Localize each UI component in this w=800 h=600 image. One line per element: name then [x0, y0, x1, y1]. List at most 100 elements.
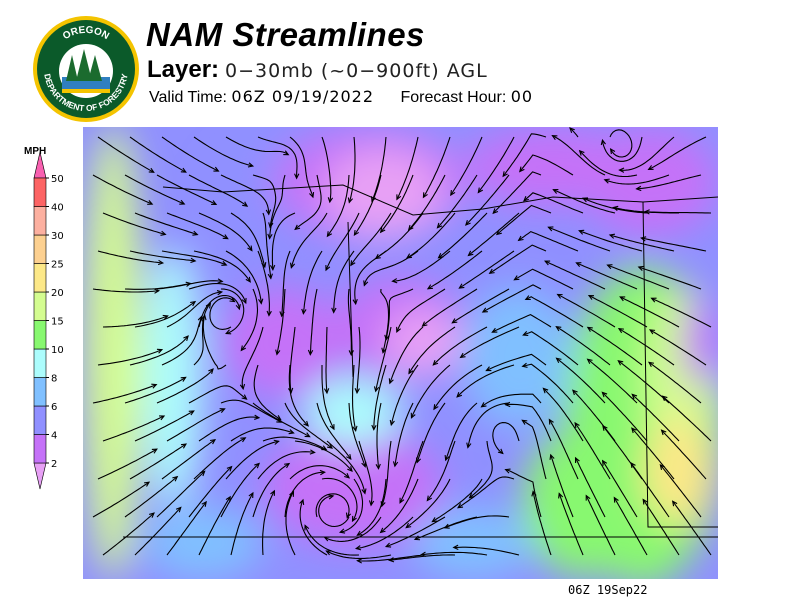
streamline	[522, 363, 574, 404]
streamline-arrowhead	[180, 443, 188, 449]
streamline-arrowhead	[325, 265, 331, 272]
streamline	[405, 478, 451, 529]
streamline-arrowhead	[265, 209, 272, 216]
streamline-arrowhead	[548, 418, 554, 425]
streamline	[636, 174, 702, 190]
streamline-arrowhead	[524, 295, 531, 301]
streamline-arrowhead	[384, 334, 390, 341]
streamline	[124, 174, 185, 205]
streamline-arrowhead	[419, 551, 427, 557]
legend-swatch	[33, 234, 47, 264]
streamline-arrowhead	[345, 512, 352, 519]
streamline	[289, 136, 314, 198]
streamline-arrowhead	[211, 200, 218, 205]
legend-swatch	[33, 177, 47, 207]
streamline	[289, 465, 350, 480]
streamline	[257, 136, 298, 179]
streamline-arrowhead	[648, 329, 656, 335]
streamline	[321, 365, 335, 430]
streamline-arrowhead	[192, 230, 199, 236]
streamline	[467, 402, 510, 448]
streamline-arrowhead	[517, 235, 524, 242]
streamline-arrowhead	[451, 318, 458, 324]
streamline	[416, 402, 446, 463]
streamline-arrowhead	[426, 284, 433, 290]
streamline	[644, 211, 712, 214]
streamline-arrowhead	[148, 167, 155, 173]
streamline	[102, 212, 166, 235]
streamline	[156, 368, 214, 404]
streamline	[225, 136, 289, 156]
streamline	[202, 315, 227, 370]
streamline-arrowhead	[347, 197, 353, 204]
streamline	[240, 288, 259, 351]
streamline-arrowhead	[247, 245, 253, 252]
streamline	[333, 250, 355, 313]
speed-region	[93, 127, 138, 427]
streamline	[587, 358, 638, 404]
streamline-arrowhead	[241, 297, 247, 305]
streamline	[92, 481, 150, 518]
streamline-arrowhead	[289, 490, 295, 497]
streamline-arrowhead	[381, 347, 387, 354]
streamline-arrowhead	[581, 197, 589, 203]
streamline	[129, 443, 187, 480]
streamline	[406, 212, 456, 259]
streamline	[326, 440, 366, 494]
streamline	[220, 463, 260, 518]
streamline	[433, 364, 483, 410]
streamline	[241, 326, 264, 390]
legend-arrow-bottom	[33, 462, 47, 490]
streamline	[161, 136, 219, 172]
streamline-arrowhead	[208, 368, 214, 374]
streamline	[373, 364, 387, 430]
streamline	[451, 288, 510, 324]
streamline	[193, 136, 254, 167]
streamline-arrowhead	[464, 219, 471, 226]
streamline-arrowhead	[149, 512, 155, 518]
streamline	[618, 328, 675, 366]
streamline	[422, 136, 451, 198]
streamline	[672, 500, 712, 556]
legend-label: 2	[51, 459, 57, 470]
streamline	[556, 357, 606, 404]
legend-label: 4	[51, 431, 57, 442]
streamline-arrowhead	[407, 224, 414, 231]
streamline	[651, 297, 712, 328]
streamline	[638, 266, 702, 290]
legend-swatch	[33, 405, 47, 435]
streamline-arrowhead	[354, 545, 362, 551]
streamline-arrowhead	[671, 500, 678, 507]
streamline	[468, 212, 520, 256]
streamline	[619, 136, 675, 171]
valid-stamp: 06Z 19Sep22	[568, 583, 648, 597]
streamline-arrowhead	[284, 462, 291, 469]
streamline-arrowhead	[338, 528, 346, 534]
streamline-arrowhead	[384, 542, 392, 548]
streamline-arrowhead	[391, 278, 398, 284]
streamline-arrowhead	[188, 410, 195, 416]
streamline	[357, 478, 387, 536]
streamline	[262, 436, 327, 451]
streamline-arrowhead	[555, 326, 562, 332]
streamline	[129, 136, 187, 173]
streamline	[288, 364, 309, 427]
streamline-arrowhead	[569, 127, 575, 133]
streamline	[134, 212, 198, 236]
streamline	[523, 331, 579, 366]
streamline-arrowhead	[304, 432, 311, 438]
streamline	[659, 464, 702, 518]
streamline-arrowhead	[235, 304, 241, 311]
streamline	[602, 392, 648, 442]
streamline-arrowhead	[574, 456, 580, 463]
streamline-arrowhead	[467, 250, 474, 257]
streamline	[124, 476, 178, 518]
streamline	[552, 135, 606, 176]
streamline	[348, 136, 356, 203]
streamline	[302, 250, 323, 314]
streamline	[257, 451, 315, 480]
streamline-arrowhead	[421, 321, 428, 327]
streamline-arrowhead	[399, 497, 405, 504]
streamline	[281, 250, 291, 317]
streamline	[198, 212, 253, 251]
